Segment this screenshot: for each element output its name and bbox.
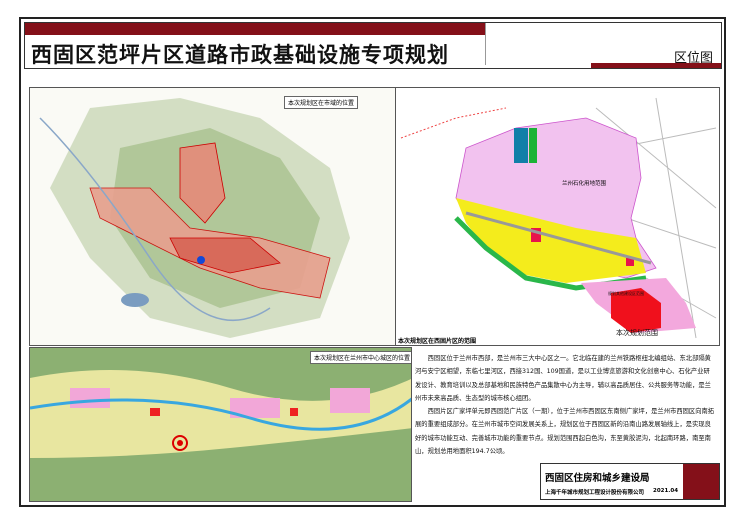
city-map: 本次规划区在市域的位置 (29, 87, 396, 346)
sheet-name: 区位图 (673, 51, 713, 66)
district-map-label: 本次规划区在西固片区的范围 (398, 338, 477, 345)
header-accent-bar (25, 23, 485, 35)
city-map-label: 本次规划区在市域的位置 (284, 96, 359, 109)
title-block-accent (683, 464, 719, 499)
description-text: 西固区位于兰州市西部，是兰州市三大中心区之一。它北临在建的兰州铁路枢纽北编组站、… (415, 352, 715, 458)
petrochem-label: 兰州石化用地范围 (562, 181, 607, 187)
description-paragraph-1: 西固区位于兰州市西部，是兰州市三大中心区之一。它北临在建的兰州铁路枢纽北编组站、… (415, 355, 711, 402)
other-area-label: 规划其他建设区范围 (608, 291, 644, 296)
header: 西固区范坪片区道路市政基础设施专项规划 区位图 (24, 22, 722, 69)
organization: 西固区住房和城乡建设局 (545, 473, 650, 484)
center-map-label: 本次规划区在兰州市中心城区的位置 (310, 351, 411, 364)
design-company: 上海千年城市规划工程设计股份有限公司 (545, 490, 645, 496)
district-map: 兰州石化用地范围 规划其他建设区范围 本次规划范围 本次规划区在西固片区的范围 (395, 87, 720, 346)
description-paragraph-2: 西固片区广家坪单元即西固范广片区（一期），位于兰州市西固区东南侧广家坪，是兰州市… (415, 408, 715, 456)
header-accent-bar-right (591, 63, 721, 68)
district-map-graphic (400, 97, 717, 339)
plan-area-label: 本次规划范围 (616, 329, 658, 337)
center-map-graphic (30, 348, 411, 501)
header-divider (485, 23, 486, 65)
center-city-map: 本次规划区在兰州市中心城区的位置 (29, 347, 412, 502)
outer-frame (19, 17, 726, 507)
page-title: 西固区范坪片区道路市政基础设施专项规划 (31, 43, 449, 67)
city-map-graphic (39, 98, 350, 338)
title-block: 西固区住房和城乡建设局 上海千年城市规划工程设计股份有限公司 2021.04 (540, 463, 720, 500)
date: 2021.04 (653, 488, 679, 494)
